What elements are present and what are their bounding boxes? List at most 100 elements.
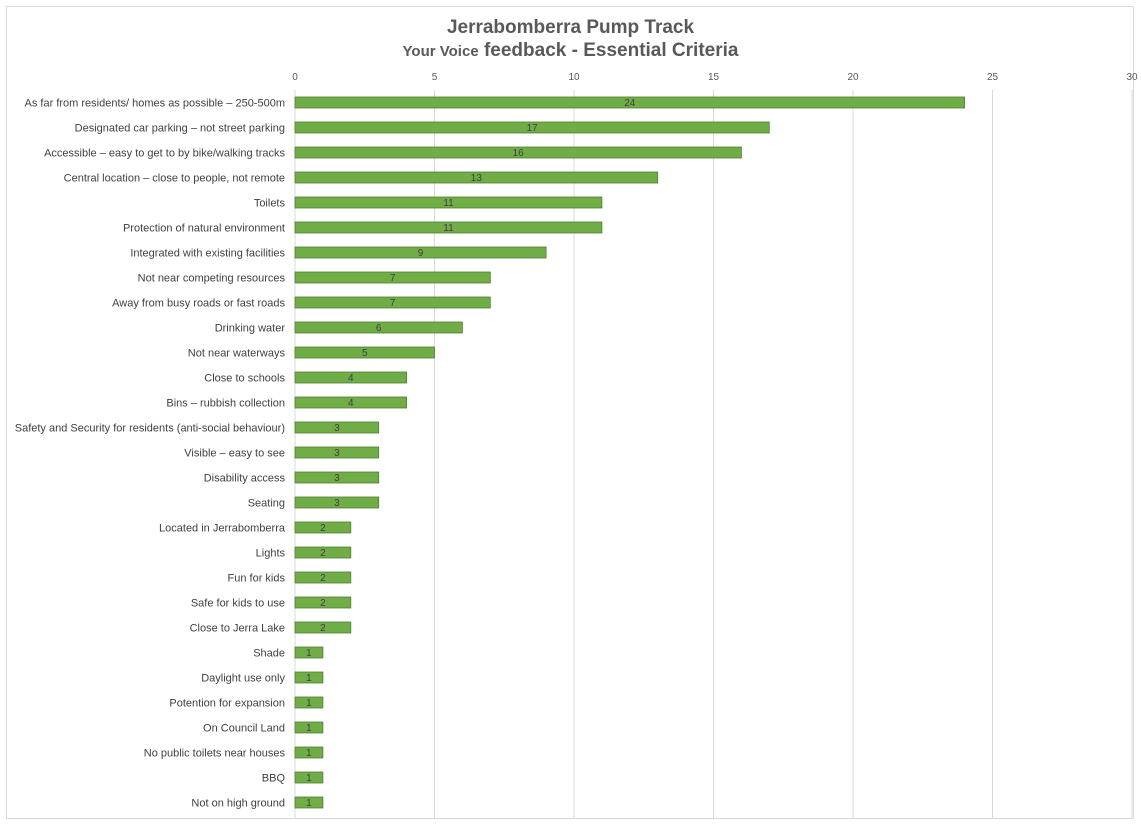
- bar: [294, 346, 435, 359]
- data-label: 7: [390, 273, 396, 284]
- bar: [294, 121, 770, 134]
- category-label: Located in Jerrabomberra: [159, 523, 286, 535]
- category-label: Visible – easy to see: [184, 448, 285, 460]
- bar: [294, 396, 407, 409]
- bar: [294, 696, 324, 709]
- data-label: 11: [443, 223, 454, 234]
- x-tick-label: 25: [987, 72, 999, 83]
- category-label: Accessible – easy to get to by bike/walk…: [44, 148, 285, 160]
- data-label: 3: [334, 498, 340, 509]
- chart-frame: [6, 6, 1134, 819]
- data-label: 1: [306, 698, 312, 709]
- bar: [294, 171, 659, 184]
- bar: [294, 321, 463, 334]
- category-label: Safe for kids to use: [191, 598, 285, 610]
- x-tick-label: 30: [1126, 72, 1138, 83]
- category-label: Close to schools: [204, 373, 285, 385]
- bar: [294, 196, 603, 209]
- category-label: Shade: [253, 648, 285, 660]
- bar: [294, 421, 380, 434]
- category-label: Disability access: [204, 473, 286, 485]
- data-label: 24: [624, 98, 636, 109]
- chart-subtitle-main: feedback - Essential Criteria: [483, 40, 739, 61]
- data-label: 3: [334, 448, 340, 459]
- data-label: 1: [306, 773, 312, 784]
- category-label: Not near competing resources: [138, 273, 286, 285]
- data-label: 7: [390, 298, 396, 309]
- bar: [294, 496, 380, 509]
- bar: [294, 446, 380, 459]
- bar: [294, 771, 324, 784]
- category-label: Central location – close to people, not …: [64, 173, 285, 185]
- chart-subtitle: Your Voice feedback - Essential Criteria: [0, 40, 1141, 62]
- data-label: 1: [306, 798, 312, 809]
- category-label: Away from busy roads or fast roads: [112, 298, 285, 310]
- data-label: 1: [306, 673, 312, 684]
- data-label: 2: [320, 623, 326, 634]
- data-label: 3: [334, 423, 340, 434]
- x-tick-label: 0: [292, 72, 298, 83]
- x-tick-label: 15: [708, 72, 720, 83]
- data-label: 9: [418, 248, 424, 259]
- category-label: Daylight use only: [201, 673, 285, 685]
- category-label: Close to Jerra Lake: [190, 623, 285, 635]
- category-label: Bins – rubbish collection: [166, 398, 285, 410]
- bar: [294, 146, 742, 159]
- bar: [294, 571, 352, 584]
- category-label: Drinking water: [215, 323, 286, 335]
- x-axis-ticks: 0 5 10 15 20 25 30: [292, 72, 1138, 83]
- x-tick-label: 20: [847, 72, 859, 83]
- data-label: 11: [443, 198, 454, 209]
- category-label: BBQ: [262, 773, 286, 785]
- bar: [294, 221, 603, 234]
- category-label: Toilets: [254, 198, 286, 210]
- bar: [294, 521, 352, 534]
- bar: [294, 596, 352, 609]
- data-label: 1: [306, 748, 312, 759]
- bar: [294, 721, 324, 734]
- data-label: 4: [348, 373, 354, 384]
- bar: [294, 621, 352, 634]
- data-label: 16: [513, 148, 525, 159]
- data-label: 5: [362, 348, 368, 359]
- category-label: Seating: [248, 498, 285, 510]
- bar: [294, 796, 324, 809]
- data-label: 13: [471, 173, 483, 184]
- category-label: Potention for expansion: [169, 698, 285, 710]
- data-label: 17: [527, 123, 539, 134]
- chart-subtitle-prefix: Your Voice: [402, 43, 479, 60]
- category-label: Protection of natural environment: [123, 223, 285, 235]
- bar: [294, 96, 965, 109]
- x-tick-label: 10: [568, 72, 580, 83]
- category-label: As far from residents/ homes as possible…: [25, 98, 285, 110]
- data-label: 2: [320, 573, 326, 584]
- category-label: On Council Land: [203, 723, 285, 735]
- bar: [294, 646, 324, 659]
- bar: [294, 271, 491, 284]
- category-label: No public toilets near houses: [144, 748, 286, 760]
- category-labels: As far from residents/ homes as possible…: [15, 98, 286, 810]
- data-label: 1: [306, 723, 312, 734]
- chart-title: Jerrabomberra Pump Track: [446, 17, 695, 38]
- bar: [294, 671, 324, 684]
- category-label: Safety and Security for residents (anti-…: [15, 423, 285, 435]
- data-label: 1: [306, 648, 312, 659]
- bar: [294, 471, 380, 484]
- data-label: 2: [320, 598, 326, 609]
- data-label: 2: [320, 548, 326, 559]
- bar: [294, 546, 352, 559]
- data-label: 6: [376, 323, 382, 334]
- bar: [294, 296, 491, 309]
- bar: [294, 246, 547, 259]
- data-label: 2: [320, 523, 326, 534]
- category-label: Fun for kids: [228, 573, 286, 585]
- bar: [294, 371, 407, 384]
- category-label: Not near waterways: [188, 348, 286, 360]
- data-label: 3: [334, 473, 340, 484]
- bars: [294, 96, 965, 809]
- category-label: Lights: [256, 548, 286, 560]
- category-label: Integrated with existing facilities: [130, 248, 285, 260]
- x-tick-label: 5: [432, 72, 438, 83]
- bar: [294, 746, 324, 759]
